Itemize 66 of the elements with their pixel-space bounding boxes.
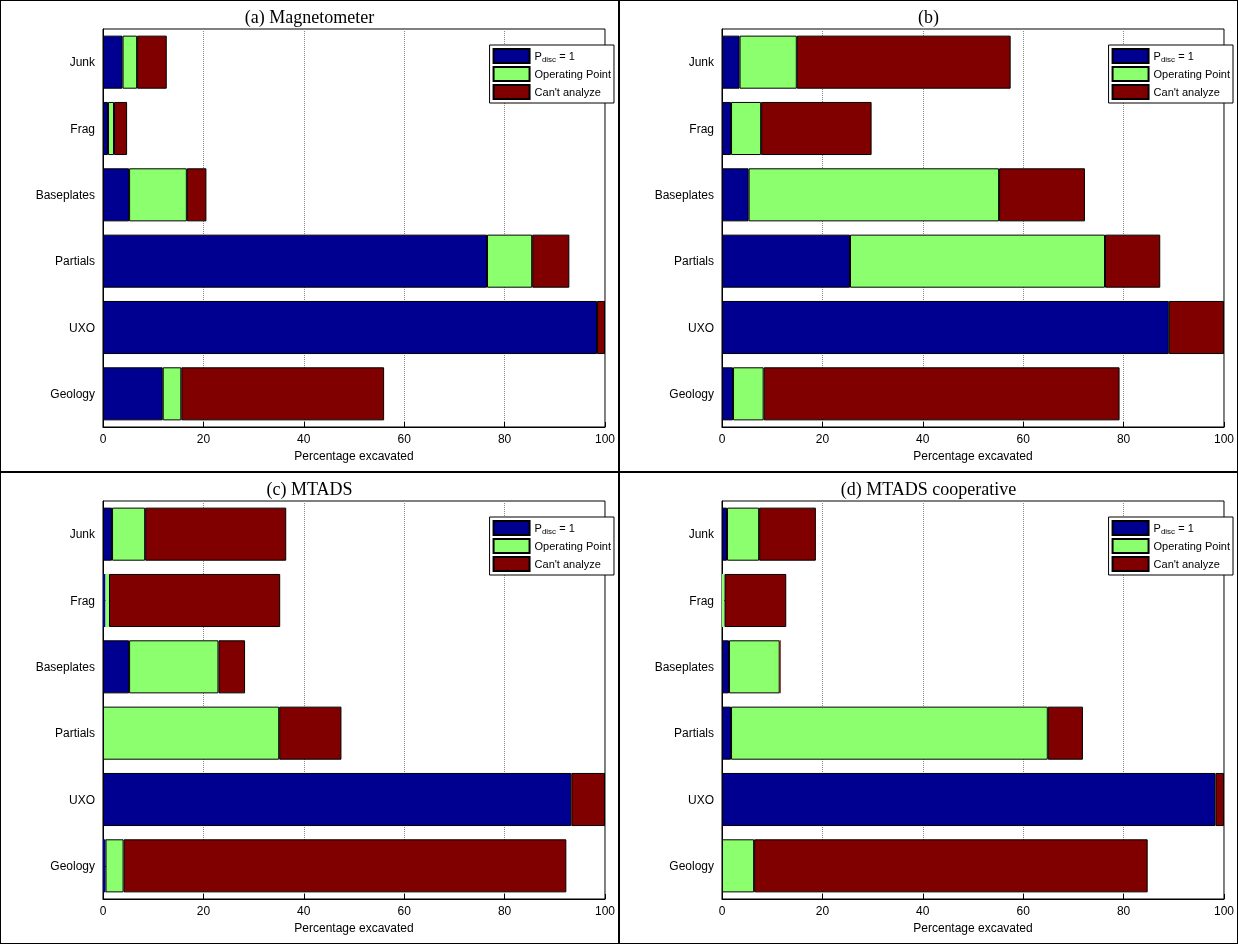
y-tick-label: UXO bbox=[687, 792, 714, 807]
y-tick-label: Baseplates bbox=[35, 187, 95, 202]
x-axis-title: Percentage excavated bbox=[294, 920, 414, 935]
legend-label: Operating Point bbox=[1153, 540, 1230, 552]
x-tick-label: 20 bbox=[815, 904, 830, 918]
bar bbox=[109, 573, 281, 628]
x-tick-label: 20 bbox=[815, 432, 830, 446]
y-tick-label: UXO bbox=[687, 320, 714, 335]
y-tick-label: Baseplates bbox=[35, 659, 95, 674]
y-tick-label: UXO bbox=[68, 792, 95, 807]
x-tick-label: 0 bbox=[718, 904, 726, 918]
y-tick-label: Frag bbox=[689, 121, 714, 136]
y-tick-label: Junk bbox=[688, 55, 715, 70]
y-tick-label: Partials bbox=[54, 726, 95, 741]
x-tick-label: 100 bbox=[594, 904, 616, 918]
x-tick-label: 20 bbox=[196, 904, 211, 918]
x-tick-label: 80 bbox=[1116, 904, 1131, 918]
y-tick-label: Frag bbox=[70, 593, 95, 608]
x-axis-title: Percentage excavated bbox=[913, 920, 1033, 935]
x-tick-label: 0 bbox=[718, 432, 726, 446]
x-tick-label: 40 bbox=[297, 904, 311, 918]
x-tick-label: 60 bbox=[1016, 432, 1031, 446]
x-tick-label: 0 bbox=[99, 432, 107, 446]
y-tick-label: Frag bbox=[70, 121, 95, 136]
legend-label: Operating Point bbox=[534, 68, 611, 80]
x-tick-label: 20 bbox=[196, 432, 211, 446]
y-tick-label: Geology bbox=[50, 858, 95, 873]
chart-title: (c) MTADS bbox=[266, 479, 353, 500]
x-tick-label: 100 bbox=[1213, 904, 1235, 918]
x-tick-label: 100 bbox=[1213, 432, 1235, 446]
chart-title: (b) bbox=[918, 7, 939, 28]
legend-label: Can't analyze bbox=[1153, 86, 1220, 98]
x-tick-label: 100 bbox=[594, 432, 616, 446]
x-tick-label: 60 bbox=[397, 904, 412, 918]
x-axis-title: Percentage excavated bbox=[294, 448, 414, 463]
x-tick-label: 60 bbox=[1016, 904, 1031, 918]
x-tick-label: 40 bbox=[297, 432, 311, 446]
y-tick-label: Baseplates bbox=[654, 659, 714, 674]
x-tick-label: 40 bbox=[916, 904, 930, 918]
y-tick-label: Partials bbox=[673, 726, 714, 741]
y-tick-label: Geology bbox=[669, 386, 714, 401]
legend-label: Can't analyze bbox=[1153, 558, 1220, 570]
x-tick-label: 0 bbox=[99, 904, 107, 918]
legend-label: Operating Point bbox=[1153, 68, 1230, 80]
y-tick-label: Baseplates bbox=[654, 187, 714, 202]
legend-label: Operating Point bbox=[534, 540, 611, 552]
y-tick-label: Geology bbox=[50, 386, 95, 401]
x-tick-label: 80 bbox=[497, 432, 512, 446]
chart-title: (a) Magnetometer bbox=[244, 7, 375, 28]
x-axis-title: Percentage excavated bbox=[913, 448, 1033, 463]
x-tick-label: 80 bbox=[1116, 432, 1131, 446]
y-tick-label: UXO bbox=[68, 320, 95, 335]
y-tick-label: Junk bbox=[69, 55, 96, 70]
y-tick-label: Partials bbox=[54, 254, 95, 269]
x-tick-label: 60 bbox=[397, 432, 412, 446]
x-tick-label: 80 bbox=[497, 904, 512, 918]
legend-label: Can't analyze bbox=[534, 86, 601, 98]
x-tick-label: 40 bbox=[916, 432, 930, 446]
chart-title: (d) MTADS cooperative bbox=[840, 479, 1017, 500]
y-tick-label: Frag bbox=[689, 593, 714, 608]
y-tick-label: Junk bbox=[69, 527, 96, 542]
y-tick-label: Partials bbox=[673, 254, 714, 269]
legend-label: Can't analyze bbox=[534, 558, 601, 570]
bar bbox=[724, 573, 787, 628]
y-tick-label: Junk bbox=[688, 527, 715, 542]
y-tick-label: Geology bbox=[669, 858, 714, 873]
